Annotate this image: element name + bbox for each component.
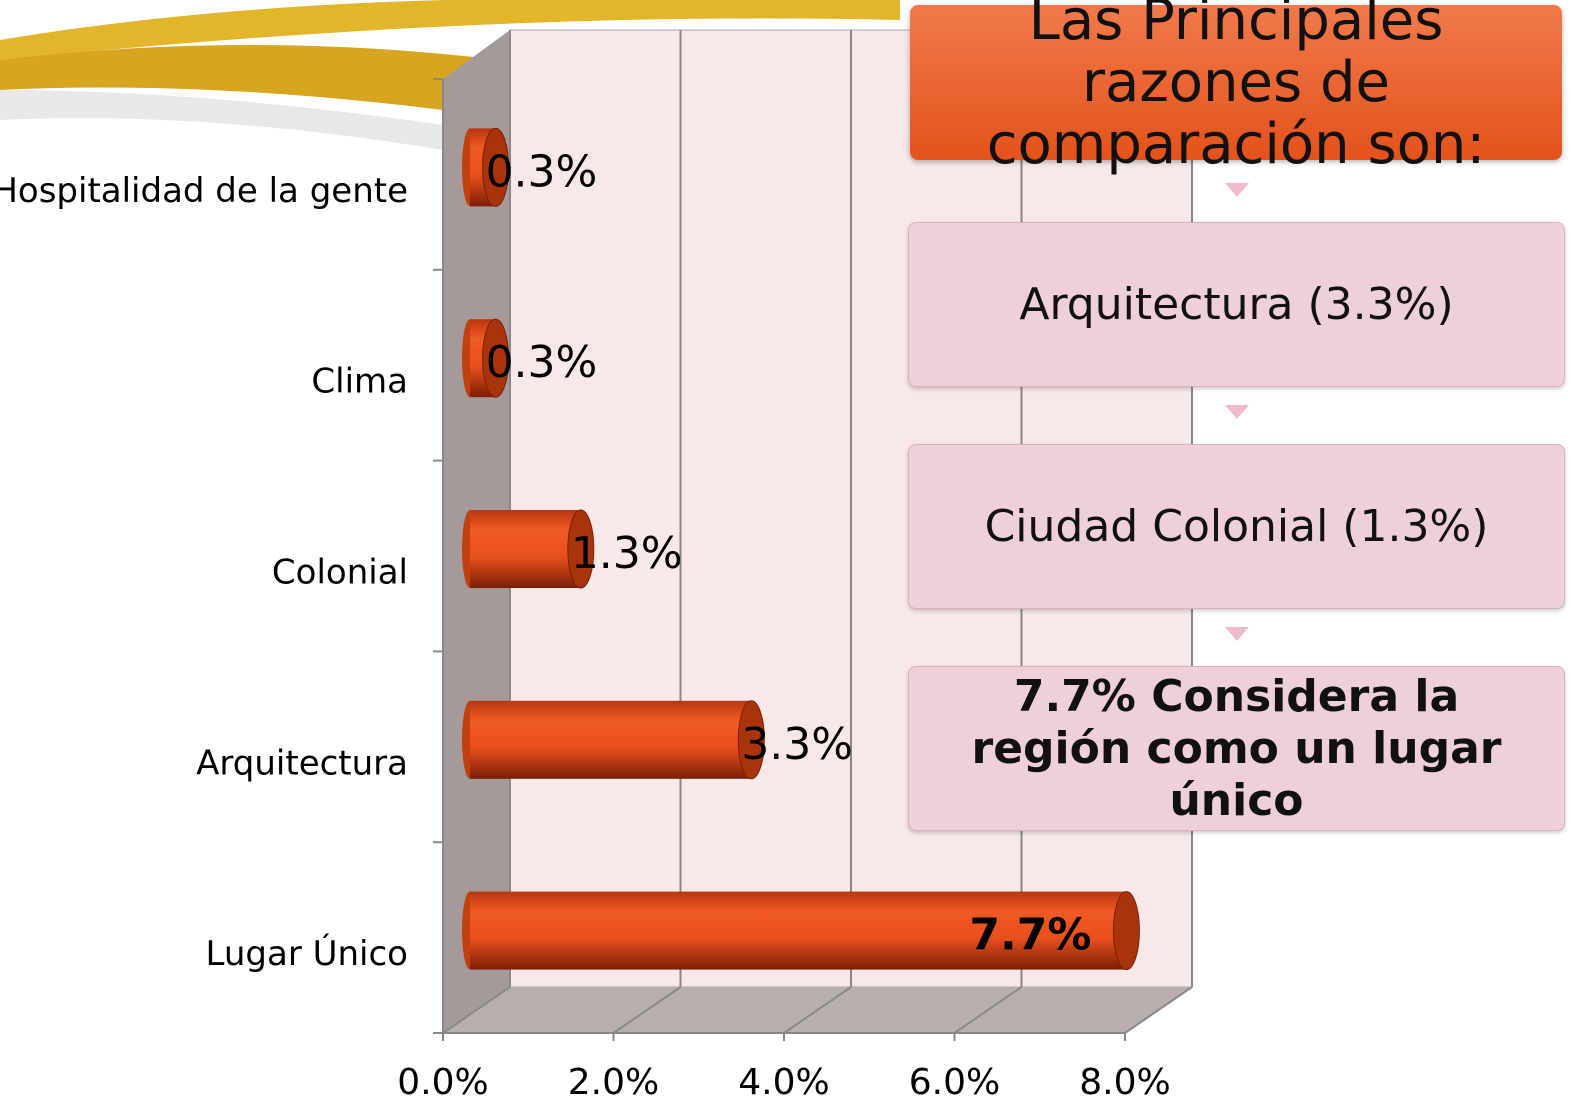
y-tick-label: Lugar Único	[206, 933, 408, 974]
step-box: 7.7% Considera la región como un lugar ú…	[908, 666, 1565, 831]
arrow	[1225, 405, 1249, 419]
grid-line	[612, 986, 682, 1034]
grid-line	[1124, 986, 1193, 1034]
value-label: 0.3%	[486, 337, 598, 388]
step-box: Ciudad Colonial (1.3%)	[908, 444, 1565, 609]
grid-line	[442, 986, 511, 1034]
arrow	[1225, 183, 1249, 197]
y-tick-label: Arquitectura	[196, 743, 408, 783]
y-tick-label: Clima	[311, 362, 408, 402]
value-label: 1.3%	[571, 528, 683, 579]
x-tick-label: 0.0%	[397, 1062, 488, 1103]
value-label: 7.7%	[969, 910, 1091, 961]
x-tick-label: 8.0%	[1079, 1062, 1170, 1103]
x-tick-label: 6.0%	[909, 1062, 1000, 1103]
x-tick-label: 4.0%	[738, 1062, 829, 1103]
decoration	[0, 45, 500, 110]
bar	[462, 318, 510, 398]
y-tick-label: Colonial	[272, 553, 408, 593]
value-label: 3.3%	[741, 719, 853, 770]
title-box: Las Principales razones de comparación s…	[910, 0, 1562, 175]
step-box: Arquitectura (3.3%)	[908, 222, 1565, 387]
x-tick-label: 2.0%	[568, 1062, 659, 1103]
decoration	[0, 90, 443, 150]
grid-line	[953, 986, 1023, 1034]
y-tick-label: Hospitalidad de la gente	[0, 171, 408, 211]
bar	[462, 509, 595, 589]
grid-line	[783, 986, 852, 1034]
decoration	[0, 0, 900, 60]
bar	[462, 700, 765, 780]
value-label: 0.3%	[486, 146, 598, 197]
bar	[462, 891, 1140, 971]
arrow	[1225, 627, 1249, 641]
bar	[462, 127, 510, 207]
